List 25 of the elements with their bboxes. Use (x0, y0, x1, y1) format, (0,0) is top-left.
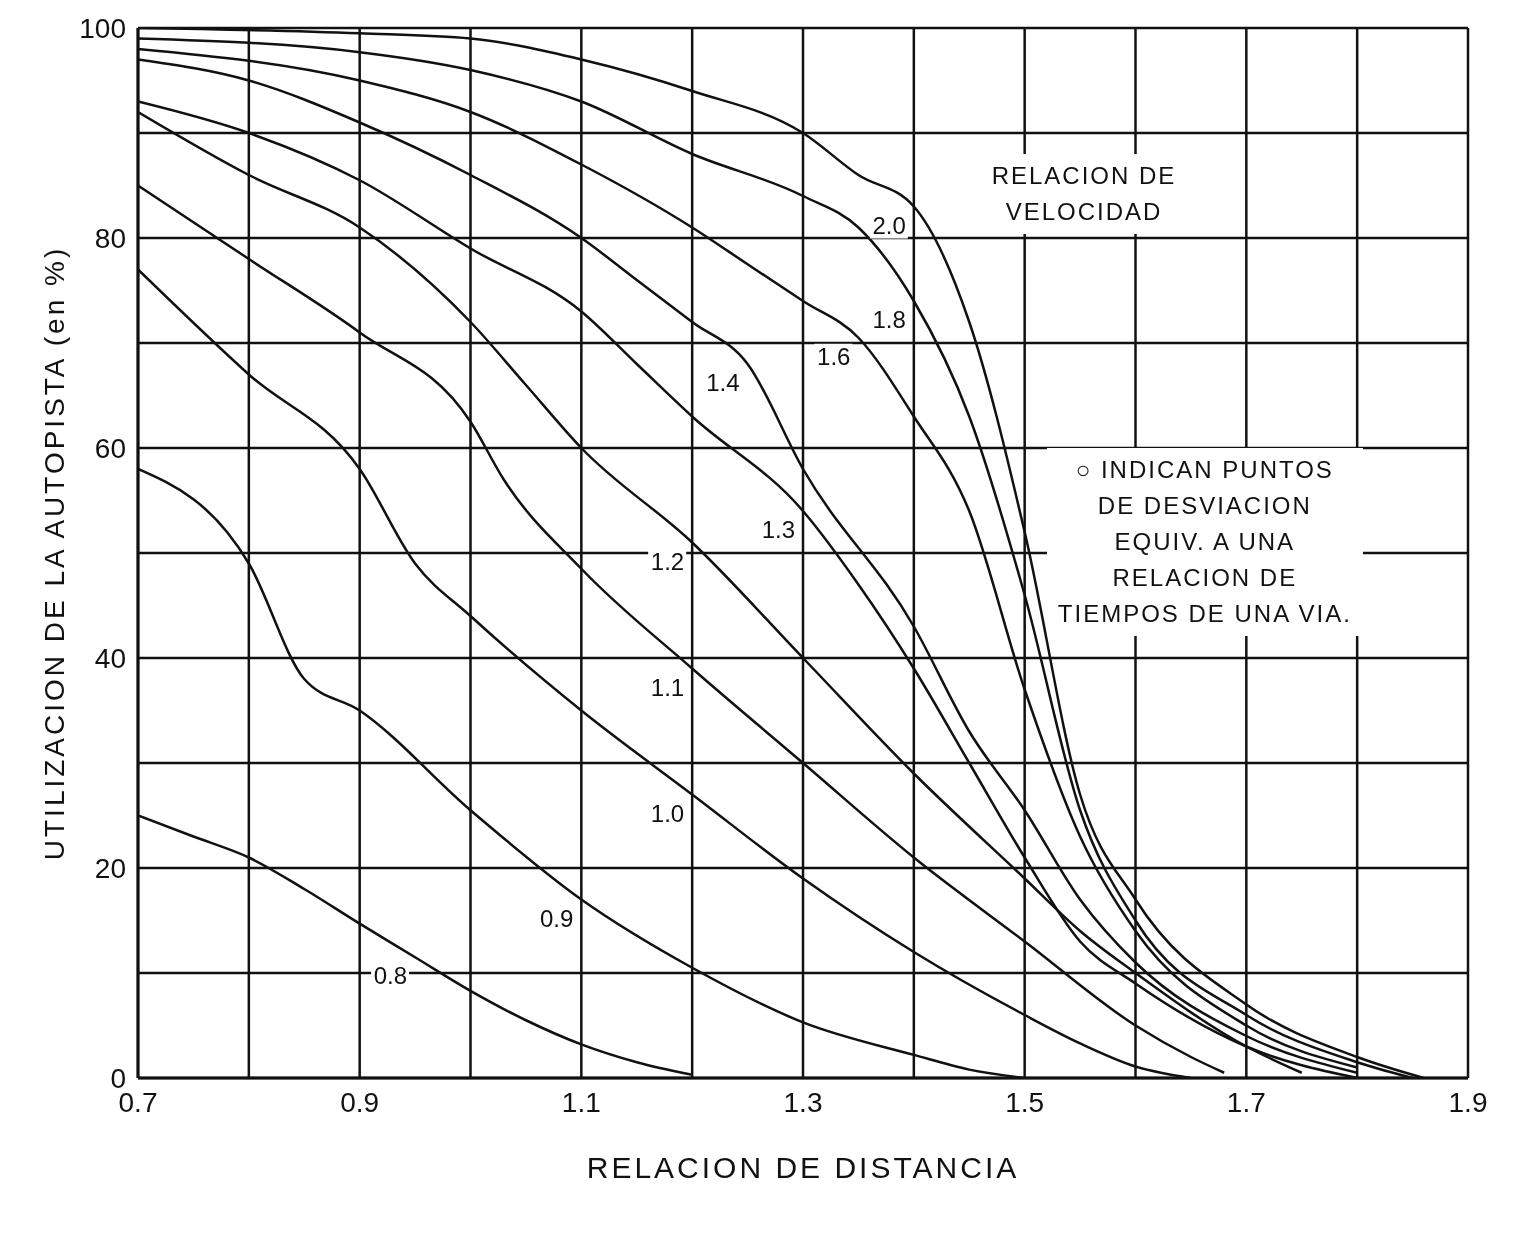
series-label: 2.0 (872, 211, 906, 239)
x-tick-label: 1.5 (1005, 1086, 1045, 1118)
y-tick-label: 40 (94, 642, 126, 674)
series-label: 1.6 (817, 342, 851, 370)
series-label: 1.4 (706, 369, 740, 396)
series-label: 0.9 (539, 904, 574, 932)
series-label: 1.3 (761, 516, 795, 543)
y-tick-label: 80 (94, 222, 126, 254)
text-box: ○ INDICAN PUNTOS DE DESVIACION EQUIV. A UNA RELACION DE TIEMPOS DE UNA VIA. (1046, 448, 1363, 636)
series-label: 1.8 (872, 306, 906, 333)
y-tick-label: 100 (79, 12, 126, 44)
y-tick-label: 0 (110, 1062, 126, 1094)
y-tick-label: 20 (94, 852, 126, 884)
series-label: 0.8 (373, 962, 408, 990)
x-tick-label: 1.7 (1226, 1086, 1266, 1118)
series-label: 1.2 (650, 547, 685, 575)
series-label: 1.1 (650, 673, 685, 701)
x-tick-label: 1.3 (783, 1086, 823, 1118)
x-tick-label: 1.9 (1448, 1086, 1488, 1118)
x-axis-title: RELACION DE DISTANCIA (586, 1151, 1020, 1184)
y-axis-title: UTILIZACION DE LA AUTOPISTA (en %) (38, 245, 70, 861)
y-tick-label: 60 (94, 432, 126, 464)
series-label: 1.0 (650, 799, 685, 827)
x-tick-label: 1.1 (561, 1086, 601, 1118)
x-tick-label: 0.9 (340, 1086, 380, 1118)
